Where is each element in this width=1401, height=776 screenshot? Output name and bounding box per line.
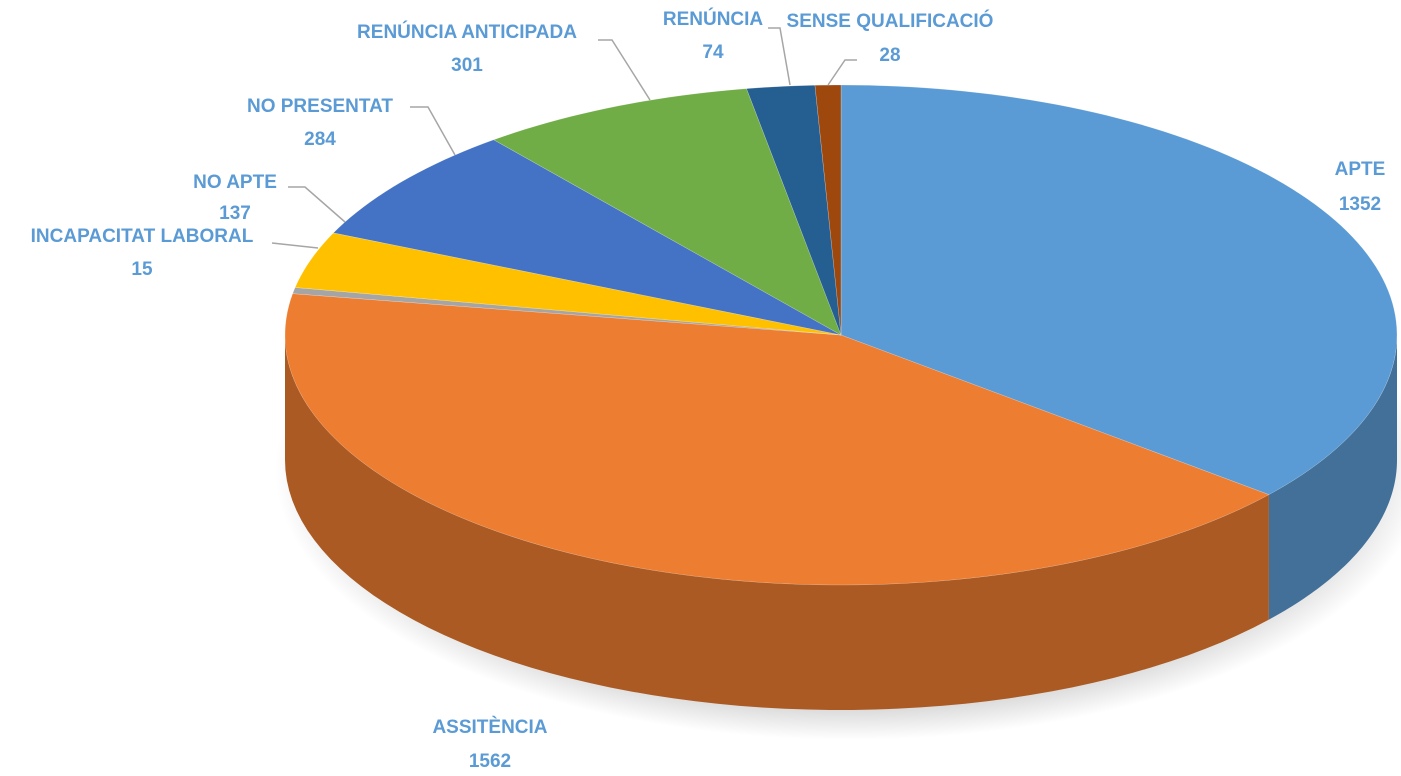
data-label-name: ASSITÈNCIA xyxy=(432,716,547,738)
leader-line xyxy=(410,106,456,156)
leader-line xyxy=(827,59,857,86)
pie-slice xyxy=(294,232,842,336)
data-label-value: 1352 xyxy=(1339,194,1381,215)
pie-slice xyxy=(746,85,842,336)
pie-slice xyxy=(493,88,842,336)
data-label-name: NO APTE xyxy=(193,172,277,193)
pie-slice-side xyxy=(285,335,1269,710)
leader-line xyxy=(768,27,791,86)
pie-slice xyxy=(814,84,842,336)
data-label-name: APTE xyxy=(1335,159,1386,180)
pie-slice xyxy=(840,84,1398,495)
leader-line xyxy=(598,39,651,101)
data-label-name: RENÚNCIA ANTICIPADA xyxy=(357,21,577,43)
data-label-name: RENÚNCIA xyxy=(663,8,764,30)
leader-line xyxy=(288,186,346,223)
data-label-name: SENSE QUALIFICACIÓ xyxy=(787,10,994,32)
data-label-value: 74 xyxy=(702,42,724,63)
leader-line xyxy=(271,242,319,249)
pie-slice xyxy=(292,287,842,336)
data-label-value: 28 xyxy=(879,45,900,66)
data-label-name: NO PRESENTAT xyxy=(247,96,393,117)
pie-slice-side xyxy=(1268,335,1397,620)
data-label-value: 137 xyxy=(219,203,251,224)
pie-slice xyxy=(332,139,842,336)
data-label-value: 301 xyxy=(451,55,483,76)
data-label-value: 1562 xyxy=(469,751,511,772)
data-label-name: INCAPACITAT LABORAL xyxy=(31,226,254,247)
data-label-value: 284 xyxy=(304,129,336,150)
data-label-value: 15 xyxy=(131,259,153,280)
pie-slice xyxy=(284,293,1270,586)
